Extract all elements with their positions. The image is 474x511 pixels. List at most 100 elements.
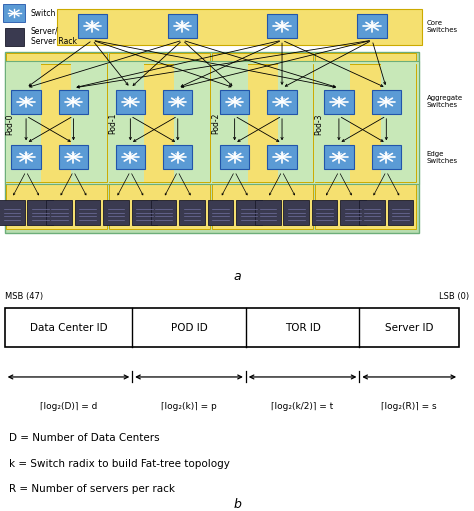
- Text: D = Number of Data Centers: D = Number of Data Centers: [9, 433, 160, 444]
- Text: *: *: [24, 152, 28, 162]
- Text: MSB (47): MSB (47): [5, 292, 43, 301]
- FancyBboxPatch shape: [388, 200, 413, 225]
- FancyBboxPatch shape: [0, 200, 25, 225]
- Bar: [5, 308, 459, 347]
- Text: LSB (0): LSB (0): [439, 292, 469, 301]
- Text: Aggregate
Switches: Aggregate Switches: [427, 96, 463, 108]
- Text: Server ID: Server ID: [385, 322, 433, 333]
- Text: *: *: [180, 21, 185, 31]
- Text: Data Center ID: Data Center ID: [30, 322, 107, 333]
- FancyBboxPatch shape: [27, 200, 53, 225]
- FancyBboxPatch shape: [340, 200, 366, 225]
- FancyBboxPatch shape: [103, 200, 129, 225]
- FancyBboxPatch shape: [283, 200, 309, 225]
- Text: Core
Switches: Core Switches: [427, 20, 458, 33]
- FancyBboxPatch shape: [255, 200, 281, 225]
- Text: *: *: [24, 97, 28, 107]
- Bar: [6, 53, 107, 229]
- Bar: [212, 64, 247, 182]
- FancyBboxPatch shape: [312, 200, 337, 225]
- Text: *: *: [71, 97, 76, 107]
- FancyBboxPatch shape: [163, 145, 192, 169]
- Text: Pod-1: Pod-1: [109, 113, 117, 134]
- FancyBboxPatch shape: [59, 90, 88, 114]
- Text: *: *: [232, 97, 237, 107]
- FancyBboxPatch shape: [324, 145, 354, 169]
- Bar: [109, 64, 210, 182]
- FancyBboxPatch shape: [372, 145, 401, 169]
- Bar: [5, 53, 419, 233]
- Text: Switch: Switch: [31, 9, 56, 17]
- FancyBboxPatch shape: [359, 200, 385, 225]
- FancyBboxPatch shape: [59, 145, 88, 169]
- Text: *: *: [384, 97, 389, 107]
- Text: *: *: [71, 152, 76, 162]
- Bar: [381, 64, 416, 182]
- Text: *: *: [337, 152, 341, 162]
- FancyBboxPatch shape: [163, 90, 192, 114]
- Bar: [212, 53, 313, 229]
- Text: k = Switch radix to build Fat-tree topology: k = Switch radix to build Fat-tree topol…: [9, 459, 230, 469]
- FancyBboxPatch shape: [236, 200, 262, 225]
- Text: Server/
Server Rack: Server/ Server Rack: [31, 27, 77, 46]
- Text: *: *: [175, 97, 180, 107]
- FancyBboxPatch shape: [3, 5, 25, 22]
- Text: *: *: [175, 152, 180, 162]
- FancyBboxPatch shape: [267, 90, 297, 114]
- FancyBboxPatch shape: [372, 90, 401, 114]
- Text: b: b: [233, 498, 241, 511]
- Text: ⌈log₂(R)⌉ = s: ⌈log₂(R)⌉ = s: [382, 402, 437, 411]
- Text: *: *: [280, 97, 284, 107]
- FancyBboxPatch shape: [220, 90, 249, 114]
- Text: Edge
Switches: Edge Switches: [427, 151, 458, 164]
- FancyBboxPatch shape: [11, 90, 41, 114]
- Text: *: *: [128, 97, 133, 107]
- FancyBboxPatch shape: [46, 200, 72, 225]
- Text: *: *: [337, 97, 341, 107]
- Bar: [57, 9, 422, 45]
- Text: ⌈log₂(k/2)⌉ = t: ⌈log₂(k/2)⌉ = t: [272, 402, 334, 411]
- Bar: [72, 64, 107, 182]
- Text: *: *: [280, 21, 284, 31]
- Bar: [109, 53, 210, 229]
- Bar: [315, 64, 350, 182]
- FancyBboxPatch shape: [220, 145, 249, 169]
- Text: *: *: [232, 152, 237, 162]
- Bar: [6, 64, 41, 182]
- Text: Pod-2: Pod-2: [212, 113, 220, 134]
- Text: a: a: [233, 270, 241, 283]
- FancyBboxPatch shape: [208, 200, 233, 225]
- Bar: [6, 64, 107, 182]
- FancyBboxPatch shape: [357, 14, 387, 38]
- Text: *: *: [90, 21, 95, 31]
- FancyBboxPatch shape: [179, 200, 205, 225]
- FancyBboxPatch shape: [116, 145, 145, 169]
- Bar: [315, 53, 416, 229]
- Text: TOR ID: TOR ID: [285, 322, 320, 333]
- Text: *: *: [370, 21, 374, 31]
- Bar: [278, 64, 313, 182]
- FancyBboxPatch shape: [151, 200, 176, 225]
- Bar: [212, 64, 313, 182]
- Bar: [5, 61, 419, 183]
- FancyBboxPatch shape: [11, 145, 41, 169]
- Bar: [109, 64, 144, 182]
- Text: ⌈log₂(D)⌉ = d: ⌈log₂(D)⌉ = d: [40, 402, 97, 411]
- FancyBboxPatch shape: [267, 145, 297, 169]
- Bar: [174, 64, 210, 182]
- FancyBboxPatch shape: [5, 28, 24, 45]
- Text: *: *: [384, 152, 389, 162]
- Text: *: *: [280, 152, 284, 162]
- FancyBboxPatch shape: [78, 14, 107, 38]
- Text: Pod-3: Pod-3: [315, 113, 323, 134]
- Text: ⌈log₂(k)⌉ = p: ⌈log₂(k)⌉ = p: [161, 402, 217, 411]
- FancyBboxPatch shape: [324, 90, 354, 114]
- Text: Pod-0: Pod-0: [6, 113, 14, 134]
- Text: *: *: [128, 152, 133, 162]
- Text: R = Number of servers per rack: R = Number of servers per rack: [9, 484, 175, 494]
- Bar: [315, 64, 416, 182]
- FancyBboxPatch shape: [75, 200, 100, 225]
- FancyBboxPatch shape: [116, 90, 145, 114]
- FancyBboxPatch shape: [267, 14, 297, 38]
- FancyBboxPatch shape: [132, 200, 157, 225]
